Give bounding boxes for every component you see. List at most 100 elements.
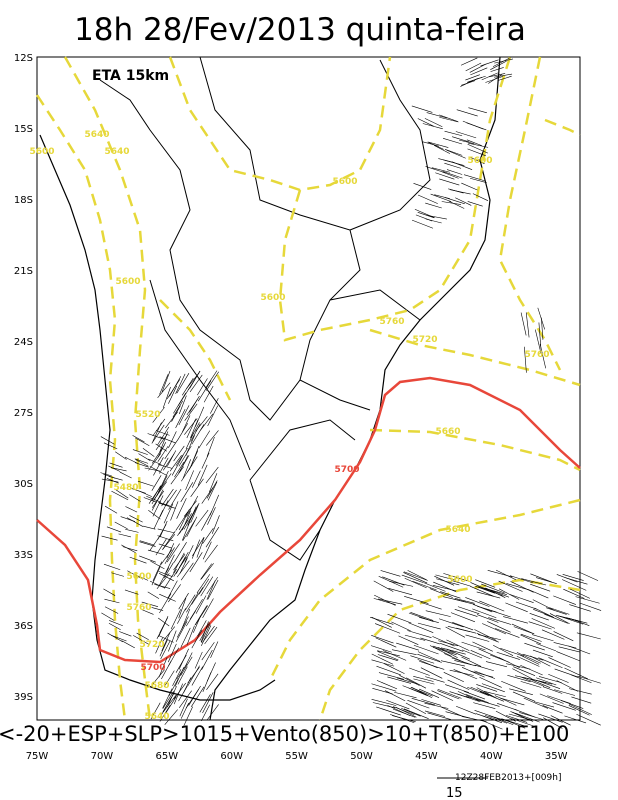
wind-arrow (185, 434, 195, 456)
wind-arrow (142, 448, 155, 457)
lat-label: 27S (14, 408, 33, 419)
wind-arrow (509, 688, 533, 695)
wind-arrow (195, 406, 205, 427)
wind-arrow (496, 651, 520, 660)
wind-arrow (158, 502, 170, 506)
wind-arrow (167, 643, 177, 663)
wind-arrow (528, 678, 551, 688)
wind-arrow (470, 650, 491, 660)
wind-arrow (196, 537, 205, 558)
wind-arrow (371, 653, 394, 665)
wind-arrow (538, 680, 561, 689)
wind-arrow (176, 498, 187, 519)
wind-arrow (561, 579, 587, 591)
wind-arrow (472, 604, 493, 613)
wind-arrow (384, 690, 406, 702)
wind-arrow (392, 715, 416, 723)
wind-arrow (159, 500, 169, 518)
wind-arrow (164, 547, 175, 564)
wind-arrow (197, 378, 208, 396)
wind-arrow (180, 656, 193, 676)
wind-arrow (173, 445, 185, 462)
wind-arrow (165, 554, 175, 574)
wind-arrow (109, 620, 123, 627)
red-contour (36, 376, 581, 664)
wind-arrow (157, 528, 175, 534)
wind-arrow (538, 657, 563, 668)
wind-arrow (508, 713, 533, 721)
wind-arrow (512, 668, 533, 680)
wind-arrow (513, 626, 534, 634)
wind-arrow (152, 407, 165, 423)
wind-arrow (141, 609, 154, 615)
wind-arrow (493, 716, 514, 726)
wind-arrow (427, 141, 444, 150)
wind-arrow (404, 634, 426, 641)
contour-label: 5640 (144, 712, 169, 722)
wind-arrow (195, 595, 207, 614)
wind-arrow (202, 541, 212, 560)
wind-arrow (169, 376, 182, 397)
wind-arrow (425, 202, 442, 209)
wind-arrow (541, 629, 565, 640)
wind-arrow (539, 693, 564, 704)
wind-arrow (408, 612, 434, 622)
wind-arrow (163, 670, 175, 688)
wind-arrow (125, 528, 139, 533)
wind-arrow (202, 527, 214, 544)
wind-arrow (163, 453, 175, 471)
wind-arrow (401, 574, 424, 584)
wind-arrow (151, 566, 161, 586)
wind-arrow (378, 672, 404, 680)
wind-vectors (100, 57, 602, 730)
wind-arrow (497, 75, 512, 81)
wind-arrow (564, 715, 587, 724)
wind-arrow (202, 692, 214, 714)
wind-arrow (201, 486, 214, 504)
wind-arrow (524, 346, 527, 373)
contour-label: 5600 (260, 293, 285, 303)
wind-arrow (417, 118, 434, 127)
wind-arrow (371, 659, 395, 667)
wind-arrow (524, 642, 545, 651)
wind-arrow (158, 470, 169, 491)
wind-arrow (564, 667, 589, 680)
wind-arrow (432, 584, 457, 592)
wind-arrow (173, 682, 187, 700)
wind-arrow (155, 538, 167, 556)
wind-arrow (190, 502, 200, 523)
wind-arrow (206, 576, 218, 595)
wind-arrow (173, 542, 187, 563)
wind-arrow (463, 174, 485, 182)
wind-arrow (576, 632, 601, 640)
wind-arrow (451, 161, 473, 170)
wind-arrow (424, 118, 443, 128)
wind-arrow (514, 709, 536, 718)
wind-arrow (119, 471, 132, 479)
wind-arrow (196, 574, 211, 594)
wind-arrow (401, 707, 421, 717)
wind-arrow (170, 501, 179, 521)
wind-arrow (157, 445, 169, 462)
wind-arrow (162, 691, 174, 709)
wind-arrow (187, 665, 200, 686)
wind-arrow (151, 475, 162, 491)
wind-arrow (161, 488, 174, 507)
wind-arrow (197, 380, 212, 402)
wind-arrow (137, 480, 154, 487)
wind-arrow (493, 644, 514, 656)
wind-arrow (530, 573, 552, 583)
wind-arrow (183, 500, 197, 517)
wind-arrow (166, 543, 180, 563)
wind-arrow (434, 575, 455, 586)
wind-arrow (185, 432, 195, 450)
wind-arrow (192, 537, 205, 557)
wind-arrow (577, 675, 601, 684)
wind-arrow (160, 640, 171, 660)
wind-arrow (461, 656, 482, 667)
wind-arrow (160, 549, 173, 565)
wind-arrow (135, 437, 150, 447)
wind-arrow (153, 457, 164, 476)
wind-arrow (129, 494, 141, 502)
wind-arrow (101, 478, 119, 483)
